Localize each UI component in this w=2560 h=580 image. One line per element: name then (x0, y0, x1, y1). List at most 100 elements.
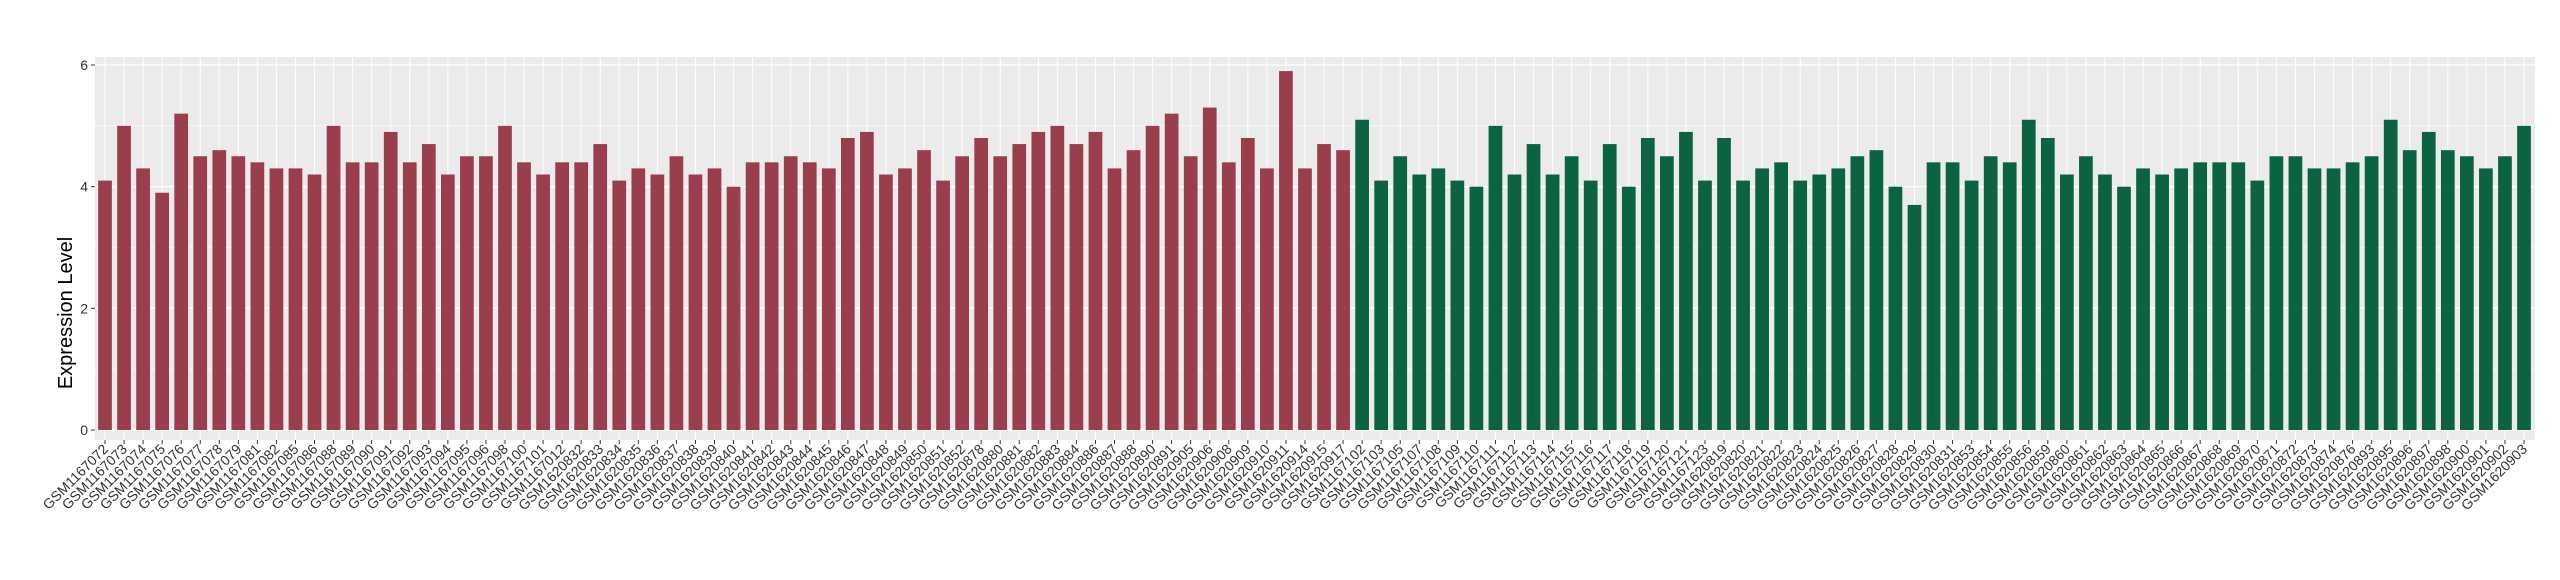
bar (2155, 174, 2169, 430)
bar (2060, 174, 2074, 430)
bar (1888, 186, 1903, 430)
bar (2250, 180, 2265, 430)
bar (2174, 168, 2189, 430)
bar (1964, 180, 1979, 430)
bar (574, 162, 589, 431)
bar (1545, 174, 1560, 430)
bar (364, 162, 379, 431)
bar (2460, 156, 2474, 430)
bar (1107, 168, 1122, 430)
bar (860, 131, 874, 430)
bar (2364, 156, 2379, 430)
bar (1812, 174, 1827, 430)
bar (1983, 156, 1998, 430)
bar (1221, 162, 1236, 431)
bar (1374, 180, 1389, 430)
bar (212, 150, 227, 430)
bar (2383, 119, 2398, 430)
bar (288, 168, 303, 430)
x-axis: GSM1167072GSM1167073GSM1167074GSM1167075… (39, 440, 2530, 513)
bar (2212, 162, 2227, 431)
bar (536, 174, 550, 430)
bar (1240, 138, 1255, 430)
bar (1279, 71, 1293, 430)
bar (1564, 156, 1579, 430)
bar (440, 174, 455, 430)
bar (1164, 113, 1179, 431)
bar (98, 180, 112, 430)
y-axis: 0 2 4 6 (80, 57, 95, 438)
bar (1393, 156, 1408, 430)
bar (402, 162, 417, 431)
bar (974, 138, 989, 430)
bar (1488, 125, 1503, 430)
bar (231, 156, 246, 430)
bar (726, 186, 741, 430)
bar (2117, 186, 2131, 430)
bar (421, 144, 436, 431)
bar (2440, 150, 2455, 430)
bar (1850, 156, 1865, 430)
bar (1126, 150, 1141, 430)
bar (2345, 162, 2360, 431)
bar (821, 168, 836, 430)
bar (155, 192, 169, 430)
bar (1583, 180, 1598, 430)
bar (1945, 162, 1960, 431)
bar (1412, 174, 1427, 430)
bar (1031, 131, 1046, 430)
bar (993, 156, 1008, 430)
bar (840, 138, 855, 430)
bar (2402, 150, 2417, 430)
bar (2326, 168, 2341, 430)
bar (1717, 138, 1731, 430)
bar (1526, 144, 1541, 431)
bar (1202, 107, 1217, 430)
bar (612, 180, 627, 430)
bar (1450, 180, 1465, 430)
bar (2079, 156, 2093, 430)
bar (955, 156, 969, 430)
bar (783, 156, 798, 430)
bar (917, 150, 931, 430)
bar (2307, 168, 2322, 430)
bar (650, 174, 665, 430)
bar (1050, 125, 1065, 430)
bar (498, 125, 512, 430)
bar (1469, 186, 1484, 430)
bar (1069, 144, 1084, 431)
bar (745, 162, 760, 431)
bar (2288, 156, 2303, 430)
bar (2269, 156, 2284, 430)
bar (345, 162, 360, 431)
bar (1183, 156, 1198, 430)
bar (460, 156, 474, 430)
bar (2098, 174, 2112, 430)
bar (555, 162, 569, 431)
bar (879, 174, 893, 430)
bar (1145, 125, 1160, 430)
bar (326, 125, 341, 430)
bar (593, 144, 608, 431)
bar (1793, 180, 1808, 430)
bar (764, 162, 779, 431)
bar (2021, 119, 2036, 430)
y-axis-title: Expression Level (55, 237, 77, 389)
bar (707, 168, 722, 430)
bar (383, 131, 398, 430)
bar (1088, 131, 1103, 430)
bar (1431, 168, 1446, 430)
y-tick-label: 0 (80, 422, 88, 438)
bar (936, 180, 950, 430)
bar (1698, 180, 1712, 430)
bar (1926, 162, 1941, 431)
bar (1831, 168, 1846, 430)
bar (1602, 144, 1617, 431)
bar (1679, 131, 1693, 430)
bars (98, 71, 2531, 431)
bar (2193, 162, 2208, 431)
bar (1621, 186, 1636, 430)
bar (1774, 162, 1789, 431)
bar (1298, 168, 1312, 430)
bar (1012, 144, 1027, 431)
